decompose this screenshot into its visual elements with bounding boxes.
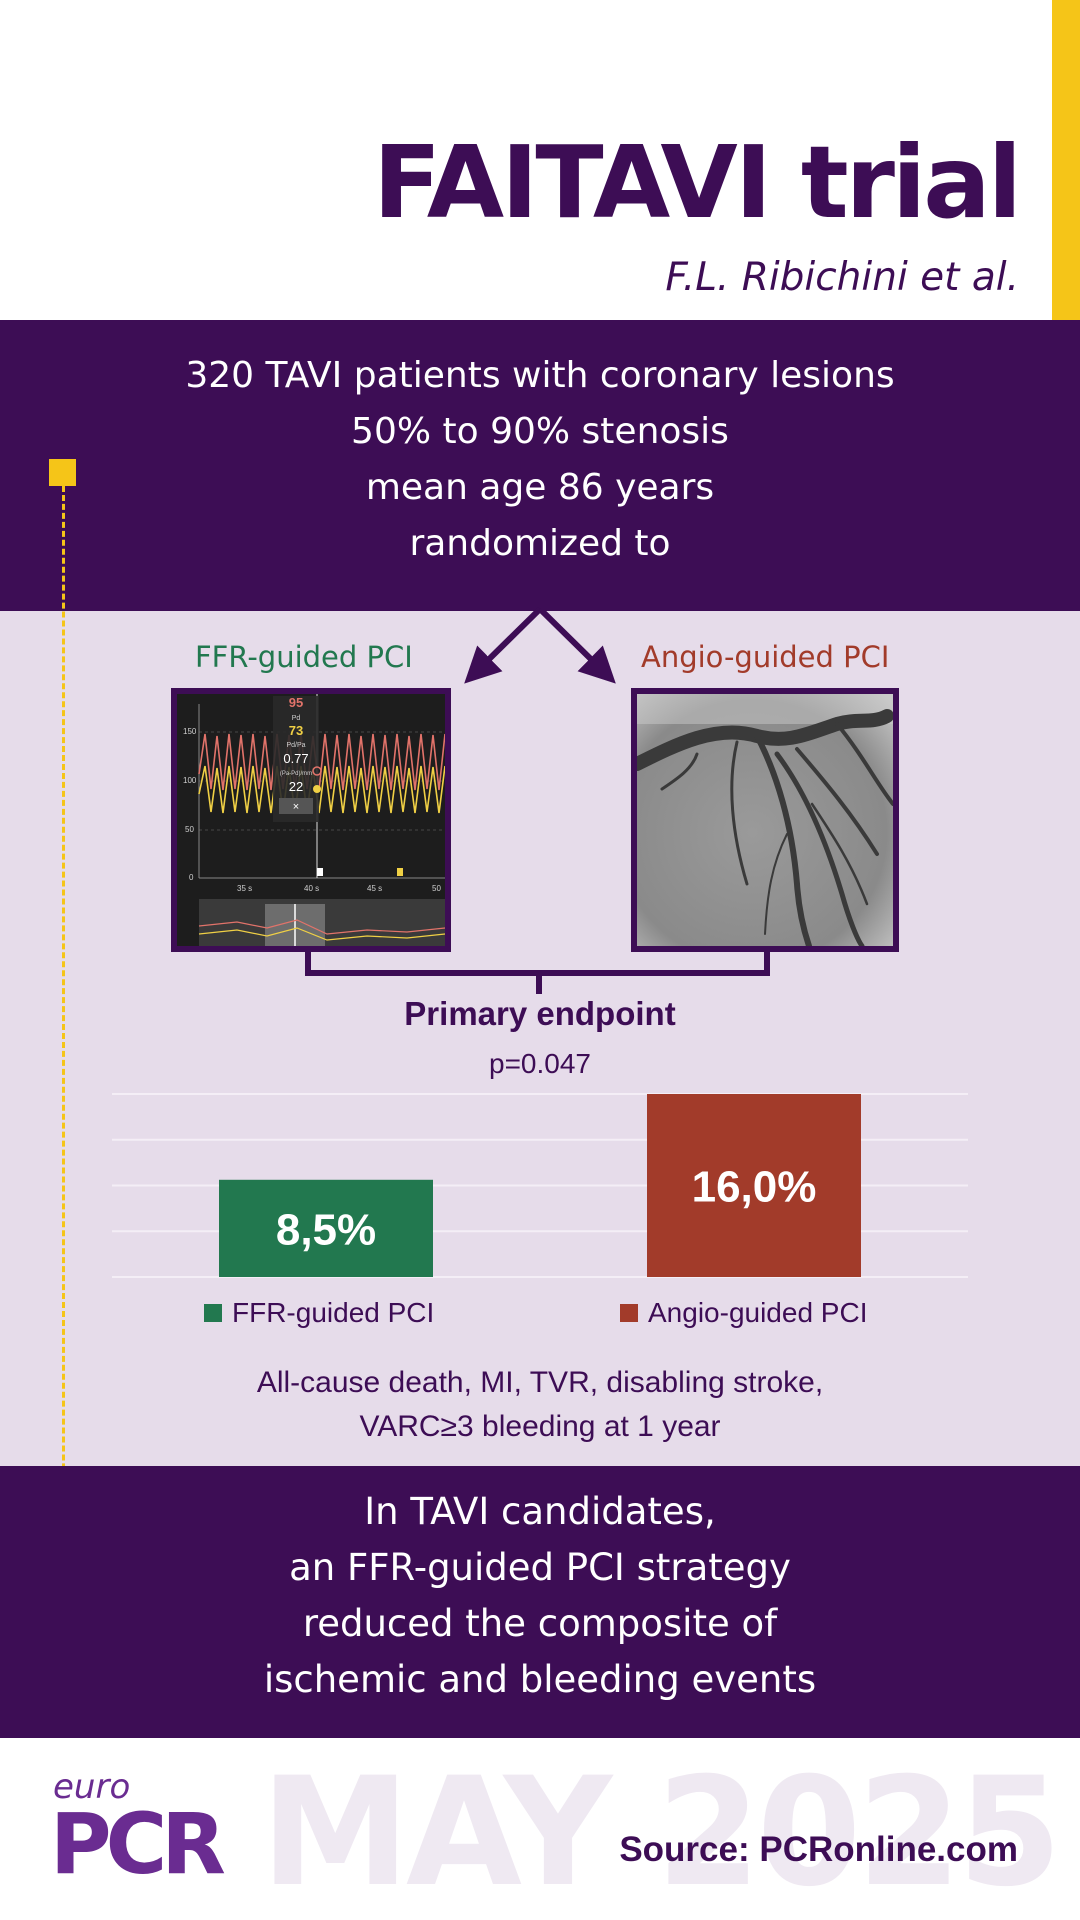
- angiogram-image: [631, 688, 899, 952]
- europcr-logo-euro: euro: [53, 1767, 131, 1807]
- legend-swatch: [620, 1304, 638, 1322]
- population-line: 50% to 90% stenosis: [351, 411, 729, 452]
- y-tick-label: 100: [183, 776, 197, 785]
- conclusion-line: reduced the composite of: [302, 1602, 778, 1645]
- distal-pressure-trace: [198, 765, 445, 814]
- source-credit: Source: PCRonline.com: [619, 1830, 1018, 1869]
- ffr-pressure-tracing-image: 150 100 50 0 35 s 40 s 45 s 50 95 Pd 73 …: [171, 688, 451, 952]
- conclusion-line: In TAVI candidates,: [364, 1490, 716, 1533]
- legend-item-angio: Angio-guided PCI: [620, 1297, 867, 1329]
- timeline-start-marker: [49, 459, 76, 486]
- y-tick-label: 50: [185, 825, 194, 834]
- aortic-pressure-value: 95: [289, 695, 303, 710]
- population-band: 320 TAVI patients with coronary lesions …: [0, 320, 1080, 611]
- x-tick-label: 50: [432, 884, 441, 893]
- endpoint-p-value: p=0.047: [489, 1048, 591, 1079]
- endpoint-description-line: All-cause death, MI, TVR, disabling stro…: [256, 1366, 824, 1399]
- timeline-dashed-line: [62, 486, 65, 1586]
- page-title: FAITAVI trial: [372, 124, 1022, 241]
- y-tick-label: 0: [189, 873, 194, 882]
- accent-bar: [1052, 0, 1080, 320]
- conclusion-line: an FFR-guided PCI strategy: [289, 1546, 791, 1589]
- aortic-pressure-trace: [198, 733, 445, 791]
- date-watermark: MAY 2025: [260, 1746, 1062, 1920]
- arm-label-ffr: FFR-guided PCI: [195, 640, 413, 674]
- pd-value: 73: [289, 723, 303, 738]
- population-line: 320 TAVI patients with coronary lesions: [185, 355, 895, 396]
- gradient-value: 22: [289, 779, 303, 794]
- pd-label: Pd: [292, 715, 301, 722]
- pd-pa-label: Pd/Pa: [286, 742, 305, 749]
- legend-label: Angio-guided PCI: [648, 1297, 868, 1328]
- arms-join-bracket: [305, 952, 770, 994]
- x-tick-label: 35 s: [237, 884, 252, 893]
- randomization-arrows-icon: [464, 606, 616, 684]
- population-line: mean age 86 years: [365, 467, 715, 508]
- bar-ffr: [219, 1179, 433, 1277]
- endpoint-description-line: VARC≥3 bleeding at 1 year: [359, 1410, 721, 1443]
- authors: F.L. Ribichini et al.: [665, 255, 1019, 300]
- y-tick-label: 150: [183, 727, 197, 736]
- ffr-ratio-value: 0.77: [283, 751, 308, 766]
- bar-value-label: 16,0%: [692, 1163, 817, 1212]
- close-icon: ×: [293, 801, 299, 813]
- x-tick-label: 45 s: [367, 884, 382, 893]
- legend-swatch: [204, 1304, 222, 1322]
- conclusion-band: In TAVI candidates, an FFR-guided PCI st…: [0, 1466, 1080, 1738]
- x-tick-label: 40 s: [304, 884, 319, 893]
- footer: MAY 2025 euro PCR Source: PCRonline.com: [0, 1738, 1080, 1920]
- legend-item-ffr: FFR-guided PCI: [204, 1297, 434, 1329]
- endpoint-description: All-cause death, MI, TVR, disabling stro…: [0, 1361, 1080, 1449]
- endpoint-bar-chart: 8,5% 16,0%: [112, 1093, 968, 1278]
- bar-angio: [647, 1094, 861, 1277]
- conclusion-line: ischemic and bleeding events: [263, 1658, 817, 1701]
- arm-label-angio: Angio-guided PCI: [641, 640, 890, 674]
- bar-value-label: 8,5%: [276, 1205, 376, 1254]
- europcr-logo-pcr: PCR: [50, 1795, 226, 1893]
- population-line: randomized to: [409, 523, 671, 564]
- endpoint-title: Primary endpoint: [404, 995, 676, 1032]
- legend-label: FFR-guided PCI: [232, 1297, 435, 1328]
- gradient-label: (Pa-Pd)/mm: [280, 771, 312, 777]
